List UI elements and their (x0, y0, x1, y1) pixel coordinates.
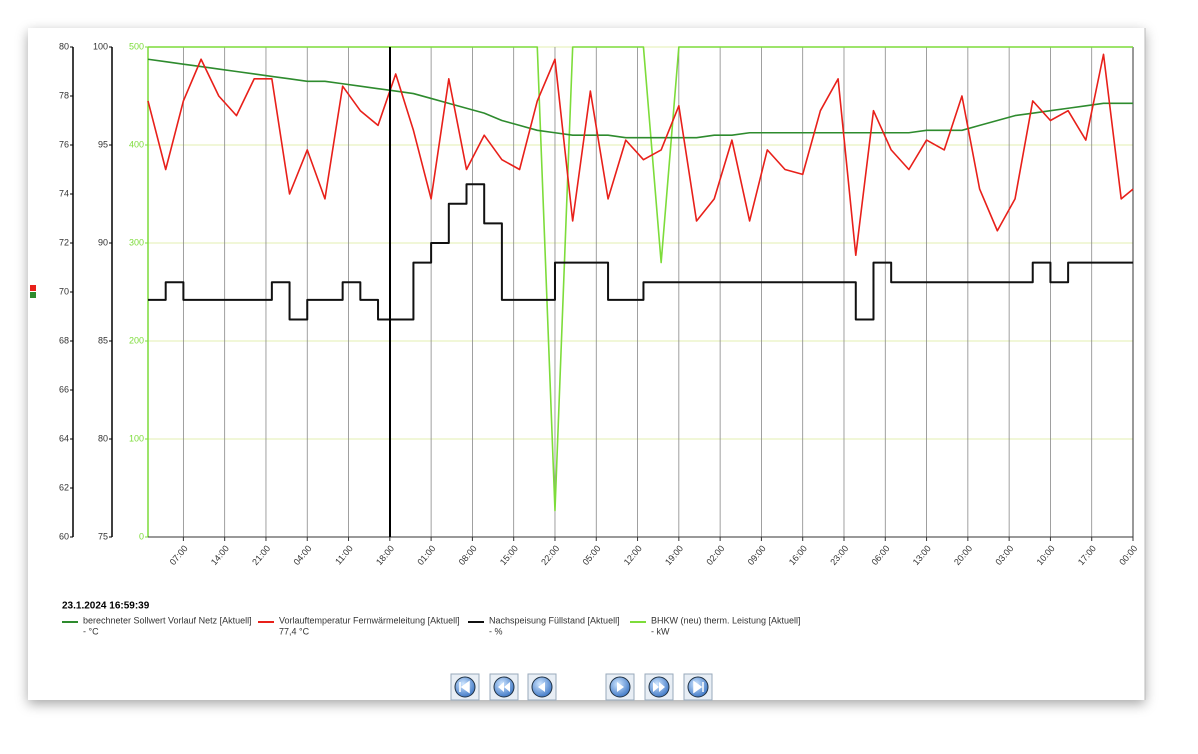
series-line (147, 53, 1134, 257)
y-tick-label: 200 (129, 335, 144, 345)
nav-buttons (450, 673, 713, 701)
last-button[interactable] (683, 673, 713, 701)
y-tick-label: 66 (59, 384, 69, 394)
y-tick-label: 68 (59, 335, 69, 345)
y-tick-label: 75 (98, 531, 108, 541)
back-button[interactable] (527, 673, 557, 701)
legend-label: Nachspeisung Füllstand [Aktuell] (489, 615, 620, 625)
y-tick-label: 90 (98, 237, 108, 247)
series-line (148, 46, 1133, 512)
fast-forward-button[interactable] (644, 673, 674, 701)
y-tick-label: 85 (98, 335, 108, 345)
y-tick-label: 80 (59, 41, 69, 51)
forward-button[interactable] (605, 673, 635, 701)
legend-label: Vorlauftemperatur Fernwärmeleitung [Aktu… (279, 615, 460, 625)
legend-reading: - kW (651, 626, 670, 636)
y-tick-label: 74 (59, 188, 69, 198)
y-tick-label: 0 (139, 531, 144, 541)
legend: berechneter Sollwert Vorlauf Netz [Aktue… (62, 615, 801, 636)
series-line (148, 183, 1133, 321)
series-line (147, 58, 1133, 139)
y-tick-label: 95 (98, 139, 108, 149)
marker-red (30, 285, 36, 291)
y-tick-label: 76 (59, 139, 69, 149)
legend-reading: 77,4 °C (279, 626, 310, 636)
y-tick-label: 100 (93, 41, 108, 51)
y-tick-label: 60 (59, 531, 69, 541)
legend-label: berechneter Sollwert Vorlauf Netz [Aktue… (83, 615, 252, 625)
fast-back-button[interactable] (489, 673, 519, 701)
y-tick-label: 500 (129, 41, 144, 51)
y-tick-label: 62 (59, 482, 69, 492)
legend-label: BHKW (neu) therm. Leistung [Aktuell] (651, 615, 801, 625)
timestamp: 23.1.2024 16:59:39 (62, 601, 150, 612)
first-button[interactable] (450, 673, 480, 701)
legend-reading: - % (489, 626, 503, 636)
y-tick-label: 64 (59, 433, 69, 443)
marker-green (30, 292, 36, 298)
y-tick-label: 100 (129, 433, 144, 443)
y-tick-label: 78 (59, 90, 69, 100)
y-tick-label: 70 (59, 286, 69, 296)
y-tick-label: 300 (129, 237, 144, 247)
legend-reading: - °C (83, 626, 99, 636)
y-tick-label: 400 (129, 139, 144, 149)
y-tick-label: 72 (59, 237, 69, 247)
panel (28, 28, 1145, 700)
y-tick-label: 80 (98, 433, 108, 443)
